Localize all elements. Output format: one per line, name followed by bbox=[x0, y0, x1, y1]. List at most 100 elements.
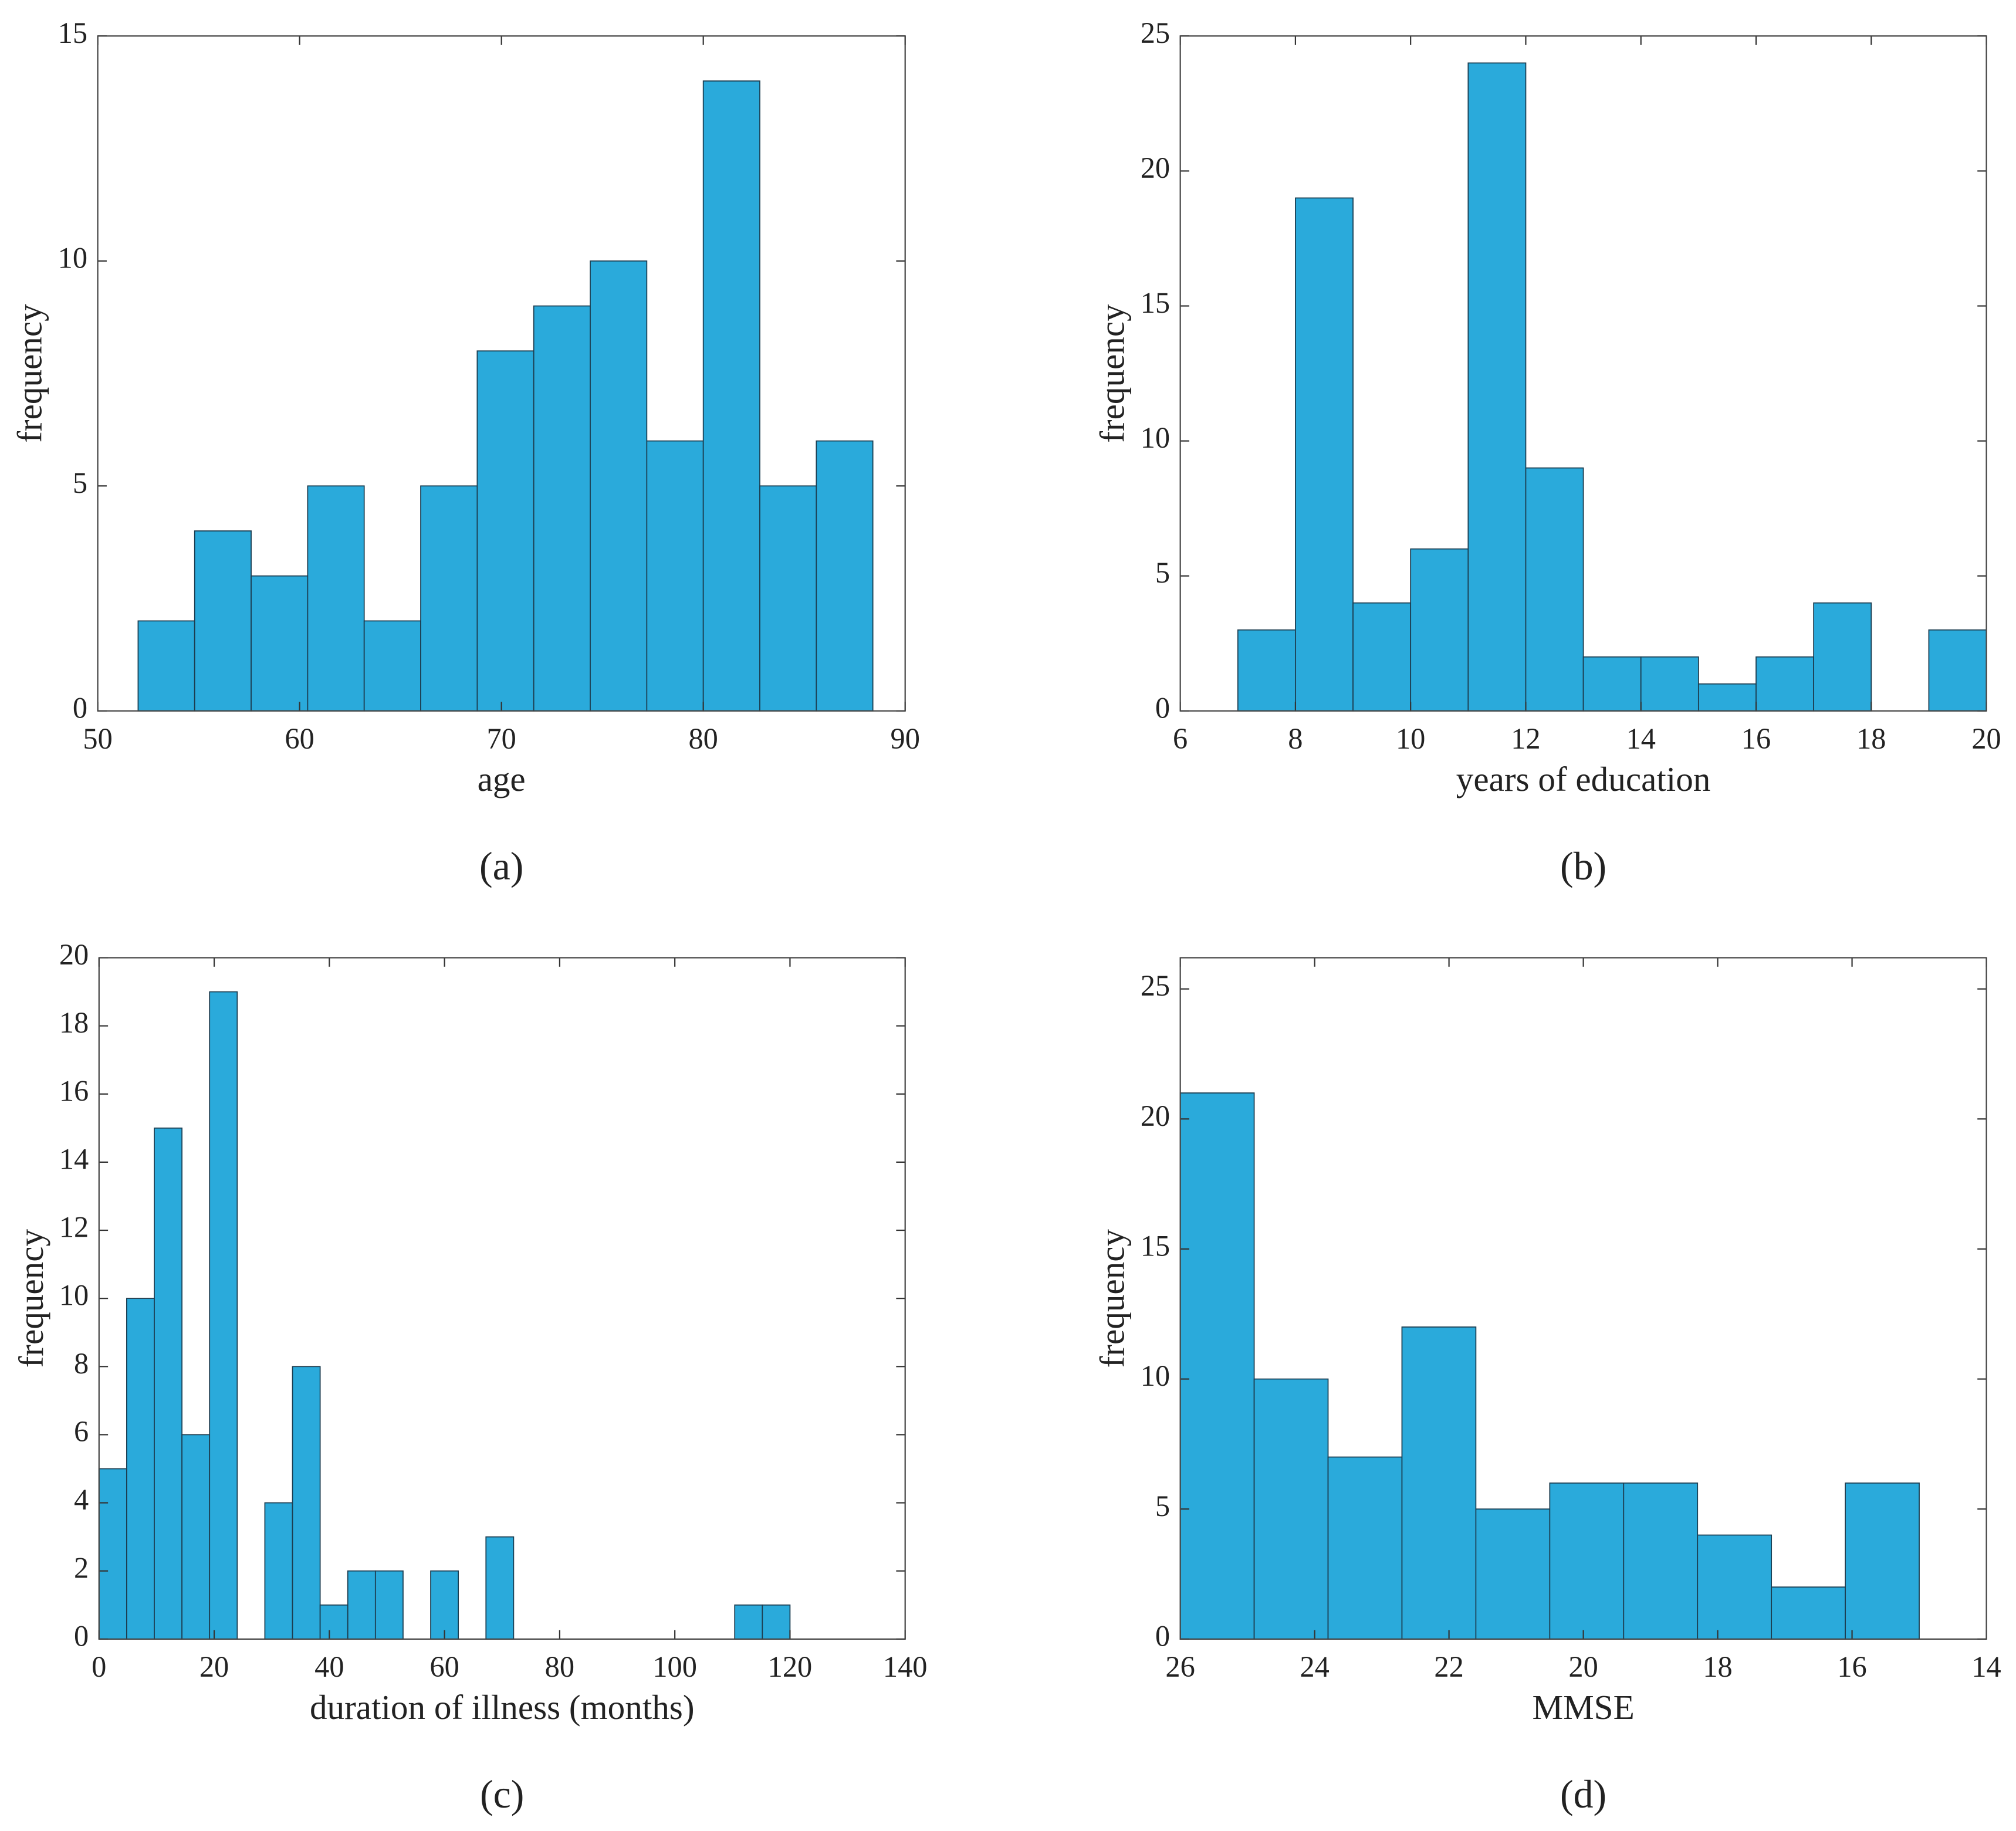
y-tick-label: 0 bbox=[74, 1619, 89, 1652]
x-tick-label: 10 bbox=[1396, 722, 1425, 755]
x-axis-label: duration of illness (months) bbox=[310, 1688, 695, 1727]
y-tick-label: 0 bbox=[1155, 691, 1170, 724]
y-tick-label: 15 bbox=[58, 16, 87, 49]
bar bbox=[374, 1570, 404, 1640]
y-axis-label: frequency bbox=[1093, 304, 1132, 443]
bar bbox=[181, 1434, 211, 1640]
x-tick-label: 6 bbox=[1173, 722, 1188, 755]
y-tick-label: 4 bbox=[74, 1483, 89, 1516]
x-tick-label: 20 bbox=[1568, 1650, 1598, 1683]
bar bbox=[420, 485, 478, 712]
bar bbox=[1697, 683, 1757, 712]
bar bbox=[137, 620, 195, 712]
x-tick-label: 24 bbox=[1300, 1650, 1329, 1683]
axes-box bbox=[97, 35, 906, 712]
bar bbox=[1401, 1326, 1477, 1640]
y-tick-label: 14 bbox=[59, 1142, 89, 1175]
bar bbox=[734, 1604, 763, 1640]
bar bbox=[1755, 656, 1815, 712]
bar bbox=[307, 485, 365, 712]
bar bbox=[1410, 548, 1469, 712]
caption: (d) bbox=[1560, 1772, 1606, 1816]
x-tick-label: 26 bbox=[1165, 1650, 1195, 1683]
bar bbox=[1845, 1483, 1920, 1640]
x-tick-label: 8 bbox=[1288, 722, 1303, 755]
x-tick-label: 14 bbox=[1971, 1650, 2001, 1683]
bar bbox=[347, 1570, 376, 1640]
y-tick-label: 25 bbox=[1141, 16, 1170, 49]
bar bbox=[590, 260, 648, 712]
bar bbox=[1525, 467, 1584, 712]
bar bbox=[1327, 1456, 1403, 1640]
x-axis-label: years of education bbox=[1456, 760, 1711, 798]
x-tick-label: 100 bbox=[652, 1650, 697, 1683]
y-axis-label: frequency bbox=[1093, 1229, 1132, 1368]
bar bbox=[1928, 629, 1987, 712]
y-tick-label: 20 bbox=[59, 938, 89, 971]
bar bbox=[759, 485, 817, 712]
x-tick-label: 0 bbox=[92, 1650, 106, 1683]
y-tick-label: 0 bbox=[73, 691, 87, 724]
bar bbox=[485, 1536, 515, 1640]
y-tick-label: 15 bbox=[1141, 1230, 1170, 1263]
y-tick-label: 10 bbox=[59, 1279, 89, 1312]
bar bbox=[292, 1366, 321, 1640]
y-tick-label: 10 bbox=[1141, 1359, 1170, 1392]
x-tick-label: 40 bbox=[314, 1650, 344, 1683]
bar bbox=[1467, 62, 1527, 712]
x-tick-label: 18 bbox=[1856, 722, 1886, 755]
x-tick-label: 60 bbox=[429, 1650, 459, 1683]
y-tick-label: 10 bbox=[58, 241, 87, 274]
y-tick-label: 10 bbox=[1141, 421, 1170, 454]
bar bbox=[1295, 197, 1354, 712]
bar bbox=[1352, 602, 1412, 712]
bar bbox=[251, 575, 309, 712]
bar bbox=[1813, 602, 1872, 712]
x-tick-label: 50 bbox=[83, 722, 112, 755]
bar bbox=[154, 1127, 182, 1640]
x-tick-label: 16 bbox=[1837, 1650, 1866, 1683]
x-tick-label: 90 bbox=[891, 722, 920, 755]
x-axis-label: age bbox=[478, 760, 526, 798]
bar bbox=[264, 1502, 293, 1640]
bar bbox=[816, 440, 874, 712]
y-tick-label: 15 bbox=[1141, 286, 1170, 319]
y-tick-label: 12 bbox=[59, 1211, 89, 1244]
caption: (a) bbox=[479, 844, 523, 888]
bar bbox=[209, 991, 238, 1640]
bar bbox=[1253, 1378, 1329, 1640]
axes-box bbox=[98, 957, 906, 1640]
x-tick-label: 22 bbox=[1434, 1650, 1463, 1683]
bar bbox=[1237, 629, 1296, 712]
bar bbox=[476, 350, 535, 712]
bar bbox=[1640, 656, 1699, 712]
bar bbox=[194, 530, 252, 712]
bar bbox=[363, 620, 421, 712]
x-tick-label: 20 bbox=[199, 1650, 229, 1683]
bar bbox=[1771, 1586, 1846, 1640]
bar bbox=[1623, 1483, 1699, 1640]
y-tick-label: 20 bbox=[1141, 1099, 1170, 1132]
x-tick-label: 12 bbox=[1511, 722, 1540, 755]
y-tick-label: 8 bbox=[74, 1347, 89, 1380]
bar bbox=[533, 305, 591, 712]
y-tick-label: 5 bbox=[1155, 1490, 1170, 1522]
axes-box bbox=[1179, 35, 1987, 712]
x-tick-label: 140 bbox=[883, 1650, 928, 1683]
caption: (b) bbox=[1560, 844, 1606, 888]
x-tick-label: 18 bbox=[1703, 1650, 1732, 1683]
x-tick-label: 16 bbox=[1741, 722, 1771, 755]
x-tick-label: 70 bbox=[486, 722, 516, 755]
y-tick-label: 16 bbox=[59, 1074, 89, 1107]
x-tick-label: 80 bbox=[545, 1650, 574, 1683]
y-axis-label: frequency bbox=[11, 304, 49, 443]
y-tick-label: 5 bbox=[73, 466, 87, 499]
bar bbox=[702, 80, 760, 712]
y-tick-label: 25 bbox=[1141, 969, 1170, 1002]
x-tick-label: 120 bbox=[768, 1650, 813, 1683]
bar bbox=[126, 1298, 155, 1640]
x-tick-label: 20 bbox=[1971, 722, 2001, 755]
bar bbox=[98, 1468, 127, 1640]
